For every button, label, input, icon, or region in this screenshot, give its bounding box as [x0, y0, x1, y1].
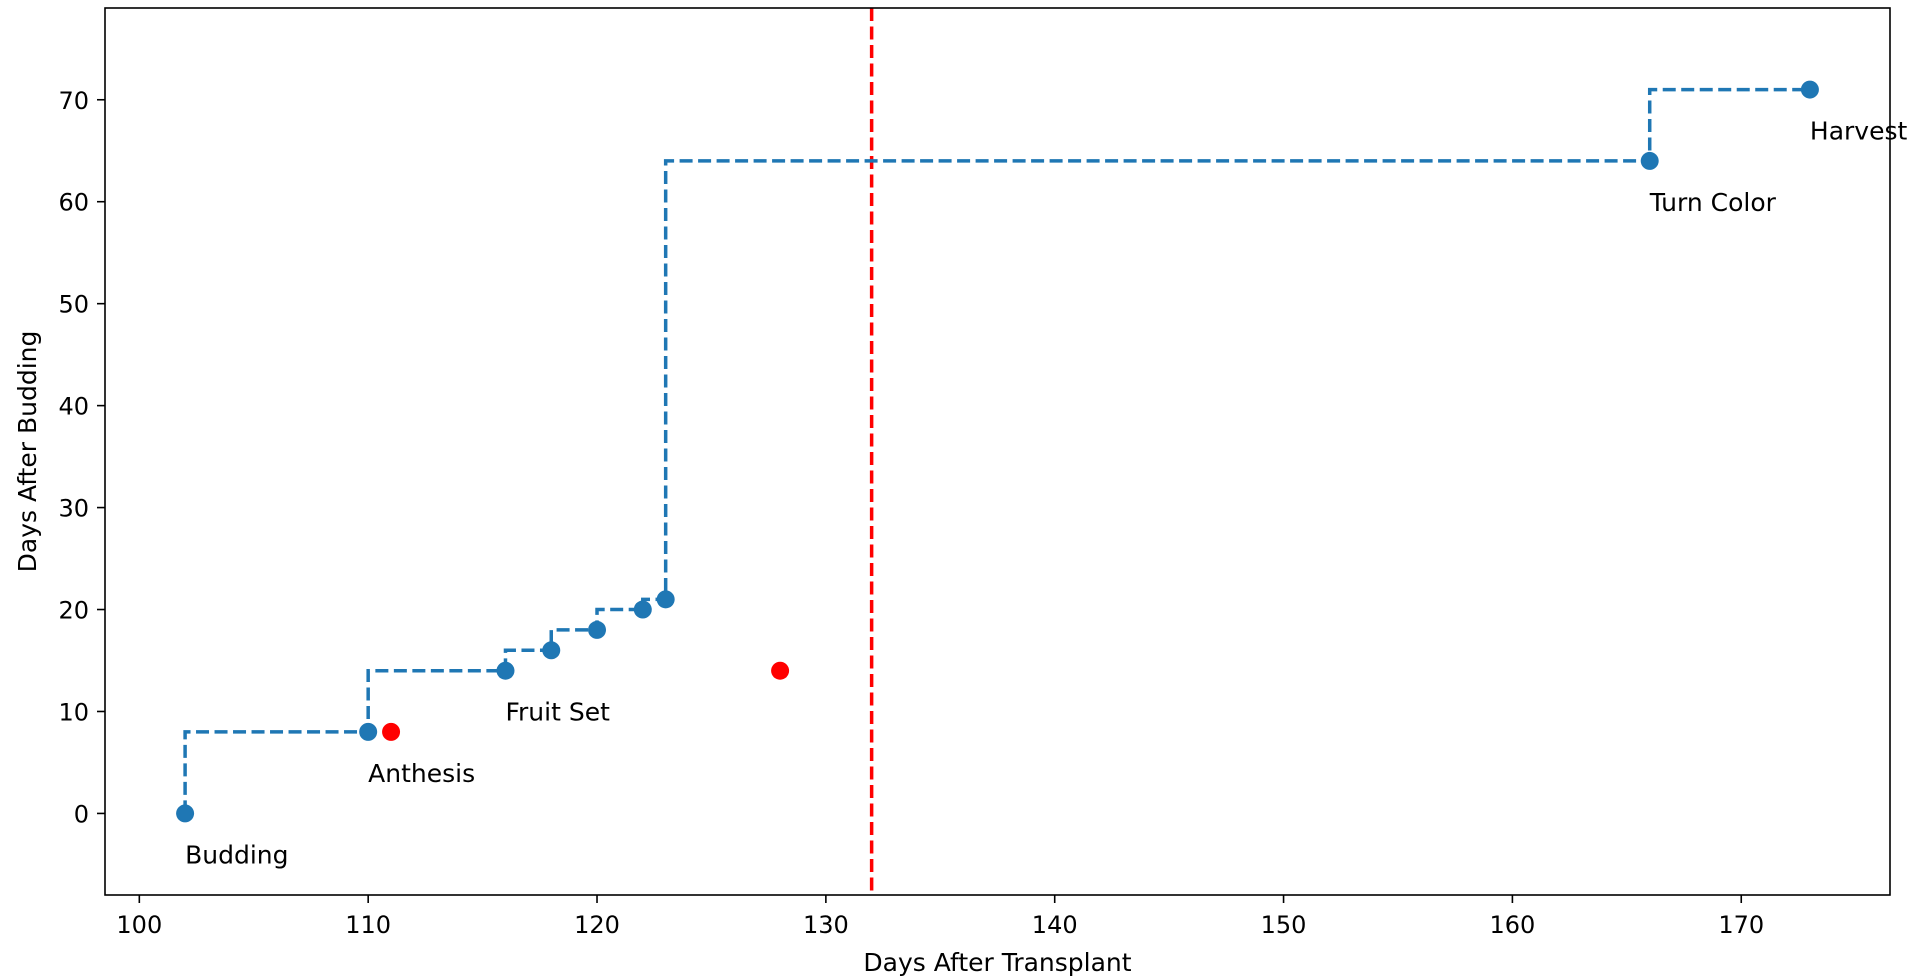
y-tick-label-30: 30: [58, 495, 89, 523]
x-tick-label-160: 160: [1489, 911, 1535, 939]
series-0-point-8: [1800, 80, 1819, 99]
series-0-point-4: [588, 620, 607, 639]
plot-frame: [104, 7, 1891, 896]
y-axis-label: Days After Budding: [13, 331, 42, 573]
x-tick-label-100: 100: [116, 911, 162, 939]
point-label-fruit-set: Fruit Set: [505, 698, 610, 727]
x-axis-ticks: 100 110 120 130 140 150 160 170: [116, 895, 1764, 939]
x-tick-label-170: 170: [1718, 911, 1764, 939]
series-0-point-6: [656, 590, 675, 609]
x-tick-label-150: 150: [1261, 911, 1307, 939]
y-tick-label-60: 60: [58, 189, 89, 217]
y-tick-label-10: 10: [58, 698, 89, 726]
point-label-anthesis: Anthesis: [368, 759, 475, 788]
y-tick-label-40: 40: [58, 393, 89, 421]
series-0-point-1: [359, 722, 378, 741]
y-tick-label-0: 0: [74, 800, 89, 828]
x-tick-label-140: 140: [1032, 911, 1078, 939]
y-axis-ticks: 0 10 20 30 40 50 60 70: [58, 87, 105, 828]
y-tick-label-70: 70: [58, 87, 89, 115]
series-0-point-5: [633, 600, 652, 619]
x-tick-label-110: 110: [345, 911, 391, 939]
plot-content: Budding Anthesis Fruit Set Turn Color Harves…: [176, 8, 1908, 895]
series-1-point-1: [771, 661, 790, 680]
y-tick-label-20: 20: [58, 597, 89, 625]
point-label-budding: Budding: [185, 840, 288, 869]
series-0-point-3: [542, 641, 561, 660]
x-tick-label-130: 130: [803, 911, 849, 939]
point-label-harvest: Harvest: [1810, 117, 1908, 146]
point-label-turn-color: Turn Color: [1649, 188, 1777, 217]
x-tick-label-120: 120: [574, 911, 620, 939]
x-axis-label: Days After Transplant: [863, 948, 1131, 977]
series-0-point-0: [176, 804, 195, 823]
series-0-point-7: [1640, 151, 1659, 170]
series-1-point-0: [382, 722, 401, 741]
y-tick-label-50: 50: [58, 291, 89, 319]
series-0-point-2: [496, 661, 515, 680]
